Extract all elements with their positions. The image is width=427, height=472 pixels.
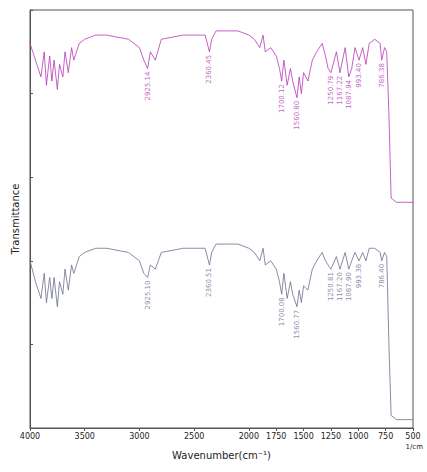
svg-text:1167.22: 1167.22: [336, 76, 344, 105]
svg-text:1087.94: 1087.94: [345, 79, 353, 108]
svg-text:Transmittance: Transmittance: [10, 184, 21, 256]
svg-text:3000: 3000: [129, 432, 149, 441]
svg-text:786.38: 786.38: [378, 63, 386, 88]
svg-text:1250: 1250: [321, 432, 341, 441]
svg-text:1087.90: 1087.90: [345, 272, 353, 301]
svg-text:1700.08: 1700.08: [278, 297, 286, 326]
svg-text:1250.79: 1250.79: [327, 76, 335, 105]
svg-text:993.38: 993.38: [355, 264, 363, 289]
svg-text:4000: 4000: [20, 432, 40, 441]
svg-text:3500: 3500: [75, 432, 95, 441]
svg-text:1/cm: 1/cm: [406, 443, 424, 451]
svg-text:1500: 1500: [293, 432, 313, 441]
svg-text:750: 750: [378, 432, 393, 441]
svg-text:2925.14: 2925.14: [144, 71, 152, 100]
svg-text:1250.81: 1250.81: [327, 272, 335, 301]
svg-text:1000: 1000: [348, 432, 368, 441]
svg-text:1700.12: 1700.12: [278, 84, 286, 113]
svg-text:500: 500: [405, 432, 420, 441]
svg-text:2000: 2000: [239, 432, 259, 441]
svg-text:786.40: 786.40: [378, 264, 386, 289]
svg-text:1167.20: 1167.20: [336, 272, 344, 301]
svg-text:2360.51: 2360.51: [205, 268, 213, 297]
svg-text:2925.10: 2925.10: [144, 281, 152, 310]
svg-text:1560.77: 1560.77: [293, 310, 301, 339]
svg-text:Wavenumber(cm⁻¹): Wavenumber(cm⁻¹): [172, 450, 271, 461]
svg-text:1750: 1750: [266, 432, 286, 441]
svg-text:2500: 2500: [184, 432, 204, 441]
svg-text:1560.80: 1560.80: [293, 101, 301, 130]
svg-text:2360.45: 2360.45: [205, 55, 213, 84]
svg-text:993.40: 993.40: [355, 63, 363, 88]
